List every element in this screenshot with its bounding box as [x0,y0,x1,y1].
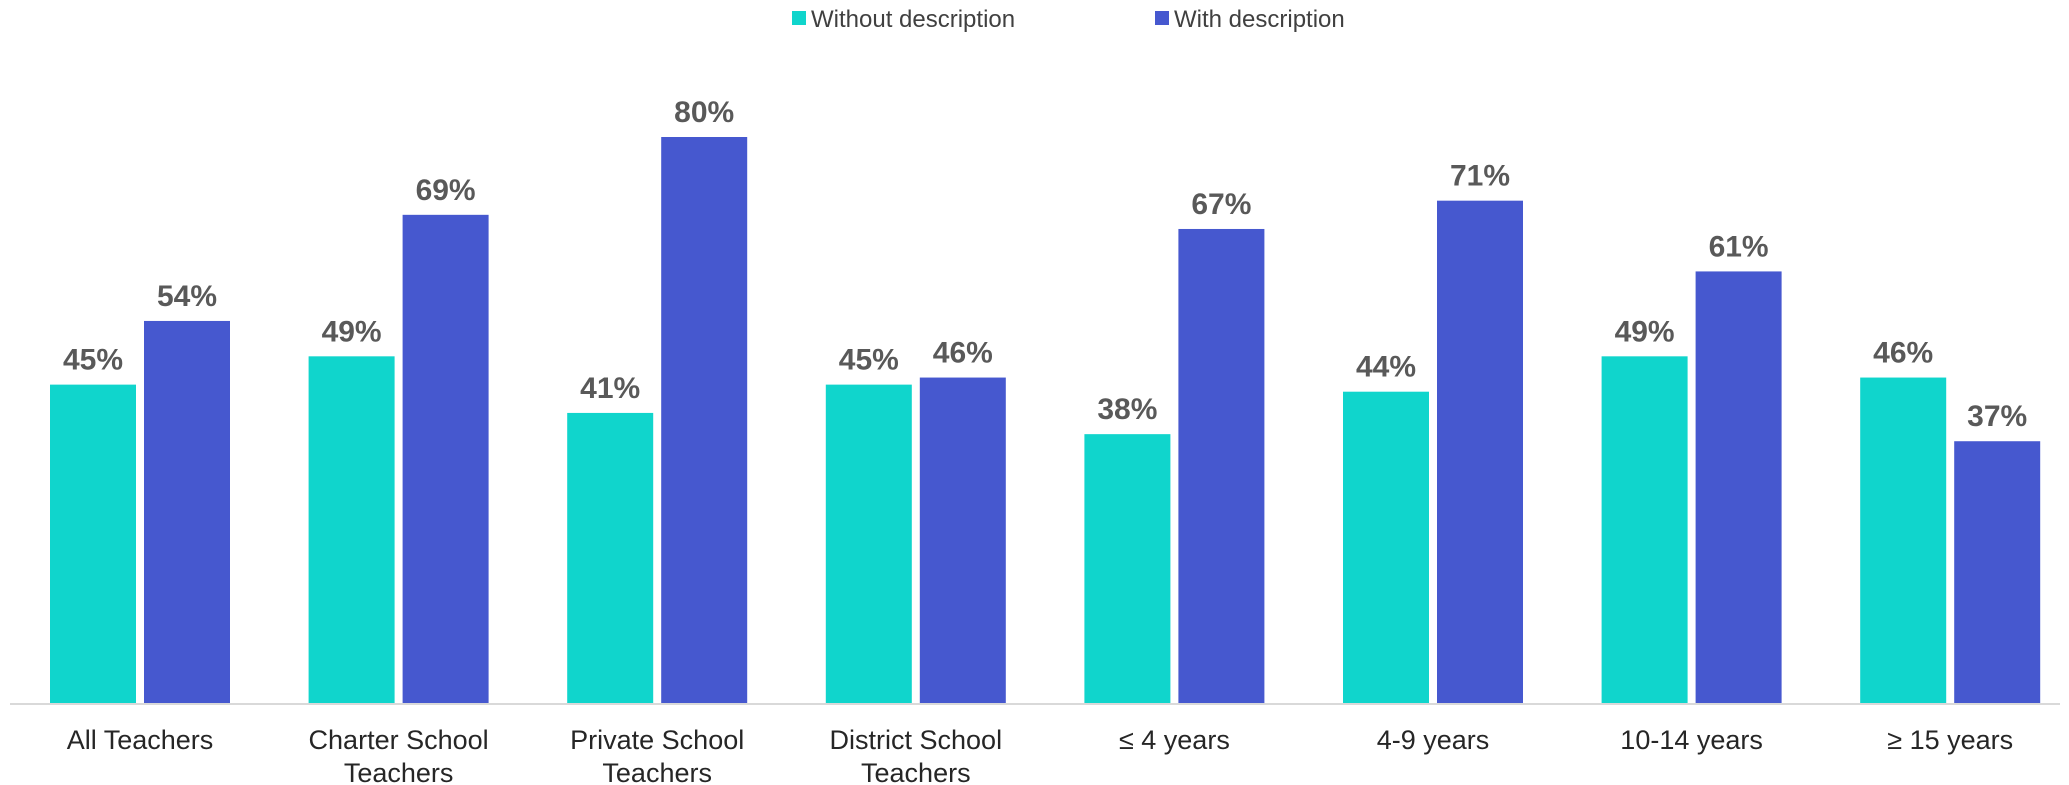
legend-label-0: Without description [811,6,1015,33]
category-label-4: ≤ 4 years [1119,725,1230,755]
value-label-5-0: 44% [1356,351,1416,384]
bar-4-0 [1084,434,1171,703]
bar-6-0 [1601,356,1688,703]
bar-2-1 [661,137,748,703]
legend-label-1: With description [1174,6,1345,33]
value-label-1-1: 69% [416,174,476,207]
value-label-6-0: 49% [1615,315,1675,348]
value-label-4-1: 67% [1191,188,1251,221]
category-label-7: ≥ 15 years [1887,725,2013,755]
value-labels: 45% 54% 49% 69% 41% 80% 45% 46% 38% 67% 44% 71% 49% 6… [63,96,2027,433]
value-label-3-0: 45% [839,344,899,377]
category-label-0: All Teachers [67,725,214,755]
bar-7-0 [1860,377,1947,703]
category-label-6: 10-14 years [1620,725,1763,755]
bar-3-0 [825,384,912,703]
bar-0-1 [144,320,230,703]
category-label-line: ≤ 4 years [1119,725,1230,755]
bar-7-1 [1954,441,2041,703]
category-labels: All Teachers Charter School TeachersPrivat… [67,725,2013,785]
category-label-5: 4-9 years [1377,725,1490,755]
category-label-line: ≥ 15 years [1887,725,2013,755]
value-label-0-0: 45% [63,344,123,377]
bar-5-1 [1437,200,1523,704]
value-label-7-1: 37% [1967,400,2027,433]
category-label-line: 10-14 years [1620,725,1763,755]
value-label-4-0: 38% [1097,393,1157,426]
category-label-3: District School Teachers [830,725,1003,785]
category-label-line: 4-9 years [1377,725,1490,755]
legend-swatch-1 [1155,11,1169,25]
category-label-line: Teachers [602,758,712,785]
bar-3-1 [919,377,1006,703]
legend-swatch-0 [792,11,806,25]
category-label-line: All Teachers [67,725,214,755]
value-label-7-0: 46% [1873,337,1933,370]
bar-2-0 [567,412,654,703]
category-label-1: Charter School Teachers [309,725,489,785]
bar-5-0 [1343,391,1429,703]
category-label-line: Private School [570,725,744,755]
category-label-line: Teachers [861,758,971,785]
value-label-2-1: 80% [674,96,734,129]
bar-4-1 [1178,228,1265,703]
value-label-1-0: 49% [322,315,382,348]
category-label-line: Charter School [309,725,489,755]
value-label-2-0: 41% [580,372,640,405]
value-label-5-1: 71% [1450,160,1510,193]
bar-6-1 [1695,271,1782,703]
category-label-2: Private School Teachers [570,725,744,785]
bar-0-0 [50,384,136,703]
bars [50,137,2041,704]
category-label-line: Teachers [344,758,454,785]
value-label-0-1: 54% [157,280,217,313]
value-label-6-1: 61% [1709,230,1769,263]
value-label-3-1: 46% [933,337,993,370]
category-label-line: District School [830,725,1003,755]
bar-1-0 [308,356,395,703]
legend: Without description With description [792,6,1345,33]
bar-1-1 [402,214,489,703]
